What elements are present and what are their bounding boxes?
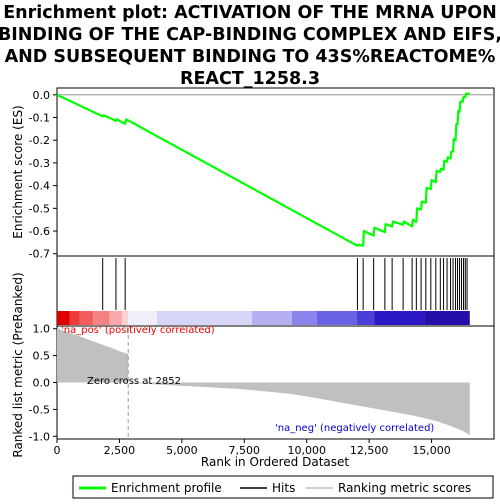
heatmap-segment [424,311,470,325]
heatmap-segment [79,311,93,325]
legend-enrichment-label: Enrichment profile [111,481,222,495]
x-axis-title: Rank in Ordered Dataset [201,455,349,469]
heatmap-segment [57,311,69,325]
x-tick-label: 0 [54,444,61,457]
x-tick-label: 12,500 [350,444,389,457]
es-y-tick-label: -0.3 [29,157,50,170]
es-y-tick-label: 0.0 [33,89,51,102]
x-tick-label: 5,000 [166,444,198,457]
heatmap-segment [252,311,292,325]
title-line-1: Enrichment plot: ACTIVATION OF THE MRNA … [3,3,497,23]
heatmap-segment [69,311,79,325]
es-y-tick-label: -0.2 [29,134,50,147]
heatmap-segment [317,311,357,325]
heatmap-segment [374,311,424,325]
legend-hits-label: Hits [272,481,295,495]
es-y-tick-label: -0.5 [29,202,50,215]
chart-title: Enrichment plot: ACTIVATION OF THE MRNA … [0,3,500,89]
es-y-tick-label: -0.6 [29,225,50,238]
rank-y-tick-label: -0.5 [29,403,50,416]
heatmap-segment [109,311,121,325]
zero-cross-label: Zero cross at 2852 [87,376,181,387]
title-line-2: BINDING OF THE CAP-BINDING COMPLEX AND E… [0,25,500,45]
es-y-tick-label: -0.1 [29,112,50,125]
rank-y-tick-label: -1.0 [29,430,50,443]
heatmap-segment [128,311,157,325]
heatmap-segment [292,311,317,325]
title-line-4: REACT_1258.3 [180,69,320,89]
rank-y-tick-label: 1.0 [33,323,51,336]
es-y-tick-label: -0.7 [29,248,50,261]
es-panel-frame [57,88,494,256]
heatmap-segment [93,311,109,325]
heatmap-segment [357,311,374,325]
heatmap-segment [157,311,252,325]
legend-ranking-label: Ranking metric scores [338,481,471,495]
positive-correlation-label: 'na_pos' (positively correlated) [61,325,215,336]
title-line-3: AND SUBSEQUENT BINDING TO 43S%REACTOME% [5,47,496,67]
x-tick-label: 15,000 [412,444,451,457]
rank-y-tick-label: 0.0 [33,377,51,390]
rank-y-tick-label: 0.5 [33,350,51,363]
legend: Enrichment profile Hits Ranking metric s… [73,476,493,498]
ranked-list-heatmap-bar [57,311,470,325]
es-y-axis-title: Enrichment score (ES) [11,105,25,238]
heatmap-segment [122,311,128,325]
x-tick-label: 2,500 [104,444,136,457]
es-y-tick-label: -0.4 [29,180,50,193]
rank-y-axis-title: Ranked list metric (PreRanked) [11,272,25,457]
negative-correlation-label: 'na_neg' (negatively correlated) [275,423,434,434]
